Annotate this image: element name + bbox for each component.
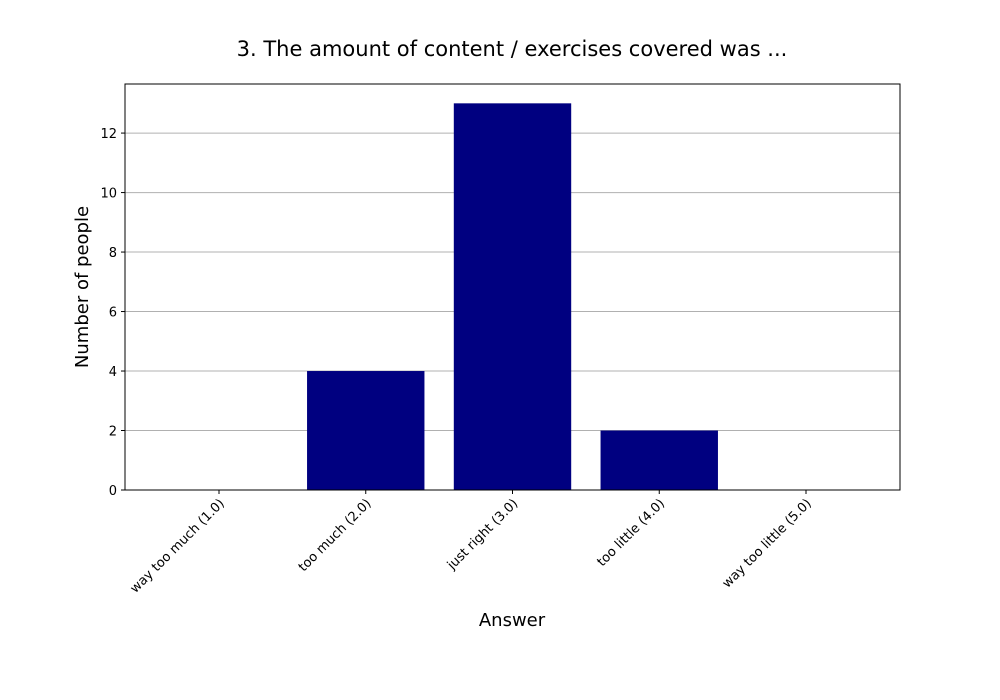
x-axis-label: Answer: [479, 610, 546, 631]
axes-frame: [124, 83, 901, 491]
y-tick-label: 12: [100, 127, 117, 142]
chart-title: 3. The amount of content / exercises cov…: [237, 37, 788, 61]
y-tick-label: 8: [109, 246, 117, 261]
y-axis-label: Number of people: [72, 206, 93, 368]
y-tick-label: 2: [109, 425, 117, 440]
y-tick-label: 4: [109, 365, 117, 380]
bar: [453, 103, 572, 490]
y-tick-label: 0: [109, 484, 117, 499]
y-tick-label: 10: [100, 187, 117, 202]
bar: [307, 371, 425, 490]
bar: [600, 430, 718, 490]
y-tick-label: 6: [109, 306, 117, 321]
